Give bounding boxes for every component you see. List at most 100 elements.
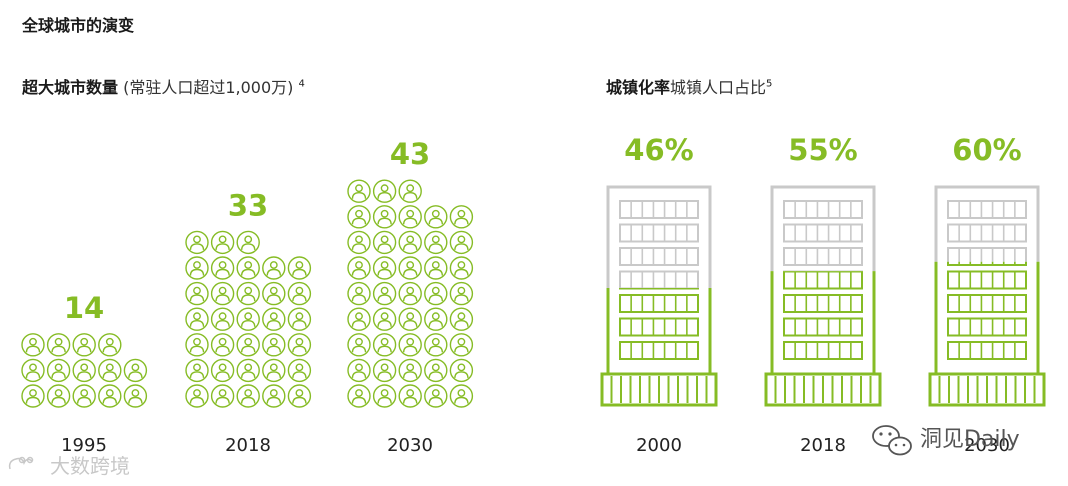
person-icon (46, 384, 71, 408)
person-icon (398, 205, 422, 229)
value-label-2000: 46% (624, 133, 693, 167)
year-label-urban-2018: 2018 (800, 435, 846, 456)
person-icon (210, 384, 235, 408)
icon-column-2030 (347, 179, 474, 408)
person-icon (287, 281, 312, 306)
person-icon (98, 384, 122, 408)
person-icon (210, 281, 235, 306)
value-label-2030: 60% (952, 133, 1021, 167)
person-icon (449, 281, 474, 306)
person-icon (236, 333, 260, 357)
person-icon (210, 358, 235, 383)
person-icon (398, 358, 422, 383)
person-icon (449, 384, 474, 408)
person-icon (424, 307, 448, 331)
person-icon (372, 179, 397, 203)
wechat-icon (872, 425, 912, 456)
building-base-2030 (928, 372, 1046, 407)
person-icon (98, 333, 122, 357)
person-icon (236, 384, 260, 408)
value-label-2018: 33 (228, 188, 268, 222)
person-icon (398, 230, 422, 255)
watermark-left-text: 大数跨境 (50, 454, 130, 478)
person-icon (424, 384, 448, 408)
person-icon (398, 307, 422, 331)
value-label-2018: 55% (788, 133, 857, 167)
value-label-2030: 43 (390, 137, 430, 171)
person-icon (449, 358, 474, 383)
person-icon (424, 205, 448, 229)
year-label-urban-2000: 2000 (636, 435, 682, 456)
person-icon (449, 307, 474, 331)
weibo-logo-icon (8, 456, 34, 470)
person-icon (287, 307, 312, 331)
person-icon (347, 307, 371, 331)
person-icon (185, 384, 209, 408)
person-icon (72, 384, 96, 408)
person-icon (347, 384, 371, 408)
person-icon (347, 230, 371, 255)
year-label-urban-2030: 2030 (964, 435, 1010, 456)
person-icon (347, 333, 371, 357)
building-upper-2018 (770, 185, 876, 272)
page-title: 全球城市的演变 (22, 16, 135, 35)
person-icon (210, 256, 235, 280)
building-2000 (600, 185, 718, 407)
person-icon (398, 179, 422, 203)
person-icon (287, 333, 312, 357)
person-icon (398, 384, 422, 408)
watermark-right-text: 洞见Daily (920, 427, 1020, 452)
person-icon (236, 256, 260, 280)
watermark-right: 洞见Daily (872, 425, 1020, 456)
person-icon (262, 307, 286, 331)
person-icon (398, 333, 422, 357)
person-icon (372, 384, 397, 408)
person-icon (262, 333, 286, 357)
person-icon (347, 358, 371, 383)
person-icon (210, 307, 235, 331)
urbanization-chart-title: 城镇化率城镇人口占比5 (606, 74, 772, 98)
person-icon (372, 230, 397, 255)
urbanization-title-sub: 城镇人口占比 (670, 78, 767, 97)
person-icon (236, 281, 260, 306)
person-icon (185, 230, 209, 255)
person-icon (449, 230, 474, 255)
person-icon (262, 384, 286, 408)
megacity-chart-title: 超大城市数量 (常驻人口超过1,000万) 4 (22, 74, 305, 98)
building-filled-2030 (934, 261, 1040, 376)
person-icon (185, 358, 209, 383)
person-icon (347, 205, 371, 229)
person-icon (236, 307, 260, 331)
person-icon (21, 358, 45, 383)
urbanization-title-bold: 城镇化率 (606, 78, 671, 97)
person-icon (449, 333, 474, 357)
person-icon (72, 333, 96, 357)
person-icon (287, 384, 312, 408)
person-icon (123, 384, 148, 408)
person-icon (449, 256, 474, 280)
person-icon (424, 358, 448, 383)
person-icon (372, 205, 397, 229)
person-icon (424, 281, 448, 306)
person-icon (372, 256, 397, 280)
person-icon (262, 281, 286, 306)
building-filled-2000 (606, 287, 712, 376)
person-icon (347, 256, 371, 280)
year-label-2018: 2018 (225, 435, 271, 456)
person-icon (21, 333, 45, 357)
person-icon (287, 358, 312, 383)
person-icon (424, 230, 448, 255)
building-base-2018 (764, 372, 882, 407)
person-icon (347, 281, 371, 306)
person-icon (398, 256, 422, 280)
person-icon (372, 307, 397, 331)
icon-column-1995 (21, 333, 148, 408)
person-icon (185, 256, 209, 280)
building-base-2000 (600, 372, 718, 407)
person-icon (46, 333, 71, 357)
person-icon (372, 358, 397, 383)
person-icon (185, 307, 209, 331)
person-icon (236, 230, 260, 255)
person-icon (398, 281, 422, 306)
